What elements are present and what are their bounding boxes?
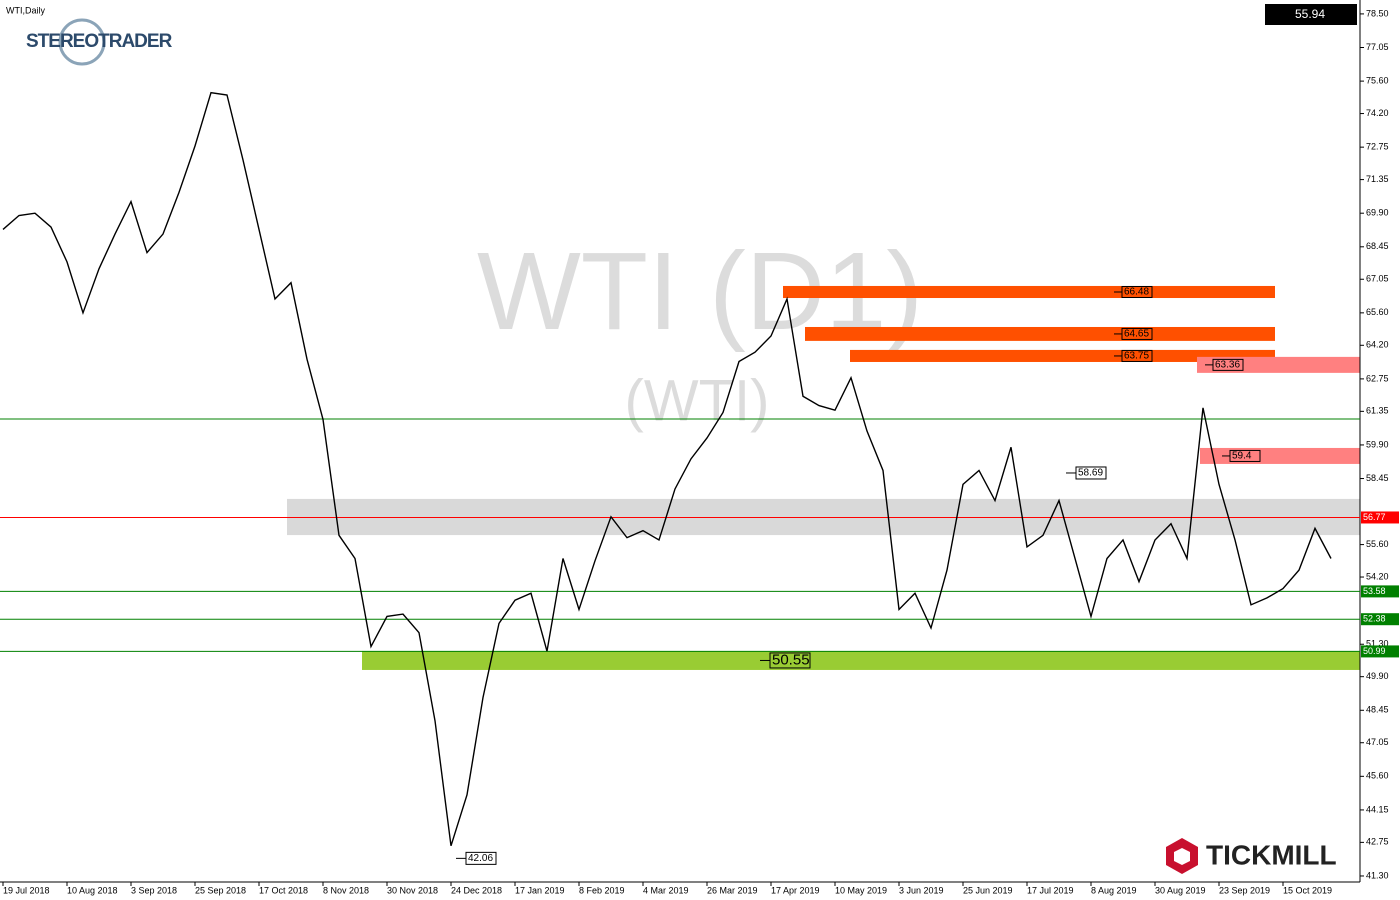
x-tick-label: 3 Sep 2018 (131, 885, 177, 895)
zone (805, 326, 1275, 341)
y-tick-label: 62.75 (1366, 373, 1389, 383)
zone (362, 650, 1360, 670)
annotation-label: 42.06 (468, 853, 493, 864)
x-tick-label: 25 Jun 2019 (963, 885, 1013, 895)
price-box (1265, 4, 1357, 25)
x-tick-label: 23 Sep 2019 (1219, 885, 1270, 895)
y-tick-label: 55.60 (1366, 539, 1389, 549)
y-tick-label: 49.90 (1366, 671, 1389, 681)
y-tick-label: 77.05 (1366, 42, 1389, 52)
y-tick-label: 74.20 (1366, 108, 1389, 118)
current-price: 55.94 (1295, 7, 1325, 21)
y-tick-label: 68.45 (1366, 241, 1389, 251)
y-tick-label: 71.35 (1366, 174, 1389, 184)
x-tick-label: 17 Oct 2018 (259, 885, 308, 895)
y-tick-label: 72.75 (1366, 142, 1389, 152)
zone-label-box (1121, 349, 1153, 362)
broker-logo: TICKMILL (1206, 839, 1337, 870)
chart-title: WTI,Daily (6, 5, 45, 15)
level-tag (1361, 511, 1399, 524)
zone (1200, 447, 1360, 464)
zone-label: 59.4 (1232, 451, 1252, 462)
x-tick-label: 25 Sep 2018 (195, 885, 246, 895)
y-tick-label: 75.60 (1366, 75, 1389, 85)
zone-label-box (1229, 449, 1261, 462)
level-tag-label: 50.99 (1363, 646, 1386, 656)
x-tick-label: 17 Jul 2019 (1027, 885, 1074, 895)
level-tag-label: 52.38 (1363, 614, 1386, 624)
zone (1197, 356, 1360, 373)
watermark-sub: (WTI) (625, 368, 770, 433)
y-tick-label: 41.30 (1366, 870, 1389, 880)
y-tick-label: 64.20 (1366, 340, 1389, 350)
brand-ring (58, 18, 106, 66)
x-tick-label: 8 Aug 2019 (1091, 885, 1137, 895)
y-tick-label: 58.45 (1366, 473, 1389, 483)
y-tick-label: 54.20 (1366, 571, 1389, 581)
zone-label-box (1121, 285, 1153, 298)
zone (783, 285, 1275, 299)
zone-label: 63.36 (1215, 360, 1240, 371)
y-tick-label: 65.60 (1366, 307, 1389, 317)
y-tick-label: 67.05 (1366, 274, 1389, 284)
x-tick-label: 24 Dec 2018 (451, 885, 502, 895)
x-tick-label: 30 Nov 2018 (387, 885, 438, 895)
price-line (2, 91, 1332, 847)
zone-label-box (1212, 358, 1244, 371)
level-tag-label: 53.58 (1363, 586, 1386, 596)
x-tick-label: 4 Mar 2019 (643, 885, 689, 895)
y-tick-label: 47.05 (1366, 737, 1389, 747)
x-tick-label: 17 Apr 2019 (771, 885, 820, 895)
level-tag (1361, 613, 1399, 626)
y-tick-label: 45.60 (1366, 771, 1389, 781)
x-tick-label: 3 Jun 2019 (899, 885, 944, 895)
x-tick-label: 19 Jul 2018 (3, 885, 50, 895)
x-tick-label: 15 Oct 2019 (1283, 885, 1332, 895)
zone-label-box (769, 652, 811, 669)
y-tick-label: 61.35 (1366, 406, 1389, 416)
zone-label-box (1121, 327, 1153, 340)
zone (850, 349, 1275, 362)
y-tick-label: 59.90 (1366, 439, 1389, 449)
y-tick-label: 44.15 (1366, 804, 1389, 814)
zone-label: 64.65 (1124, 329, 1149, 340)
level-tag-label: 56.77 (1363, 512, 1386, 522)
zone-label: 63.75 (1124, 351, 1149, 362)
x-tick-label: 26 Mar 2019 (707, 885, 758, 895)
x-tick-label: 10 Aug 2018 (67, 885, 118, 895)
level-tag (1361, 585, 1399, 598)
annotation-label: 58.69 (1078, 468, 1103, 479)
x-tick-label: 17 Jan 2019 (515, 885, 565, 895)
brand-logo: STEREOTRADER (26, 31, 173, 52)
zone-label: 50.55 (772, 651, 810, 668)
y-tick-label: 42.75 (1366, 837, 1389, 847)
x-tick-label: 30 Aug 2019 (1155, 885, 1206, 895)
x-tick-label: 8 Feb 2019 (579, 885, 625, 895)
y-tick-label: 51.30 (1366, 639, 1389, 649)
y-tick-label: 48.45 (1366, 705, 1389, 715)
broker-icon-inner (1174, 848, 1190, 865)
y-tick-label: 78.50 (1366, 8, 1389, 18)
level-tag (1361, 645, 1399, 658)
x-tick-label: 10 May 2019 (835, 885, 887, 895)
y-tick-label: 69.90 (1366, 208, 1389, 218)
zone-label: 66.48 (1124, 287, 1149, 298)
x-tick-label: 8 Nov 2018 (323, 885, 369, 895)
